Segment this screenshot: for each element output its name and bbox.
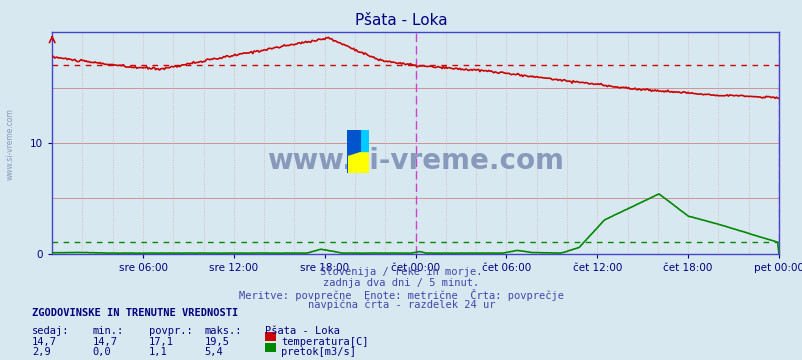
Text: navpična črta - razdelek 24 ur: navpična črta - razdelek 24 ur <box>307 300 495 310</box>
Text: 1,1: 1,1 <box>148 347 167 357</box>
Polygon shape <box>346 130 360 173</box>
Text: Slovenija / reke in morje.: Slovenija / reke in morje. <box>320 267 482 277</box>
Text: min.:: min.: <box>92 326 124 336</box>
Text: Pšata - Loka: Pšata - Loka <box>265 326 339 336</box>
Text: povpr.:: povpr.: <box>148 326 192 336</box>
Polygon shape <box>346 130 369 173</box>
Polygon shape <box>360 130 369 151</box>
Text: Pšata - Loka: Pšata - Loka <box>354 13 448 28</box>
Text: 0,0: 0,0 <box>92 347 111 357</box>
Polygon shape <box>346 130 360 156</box>
Text: Meritve: povprečne  Enote: metrične  Črta: povprečje: Meritve: povprečne Enote: metrične Črta:… <box>239 289 563 301</box>
Text: 19,5: 19,5 <box>205 337 229 347</box>
Text: pretok[m3/s]: pretok[m3/s] <box>281 347 355 357</box>
Text: 5,4: 5,4 <box>205 347 223 357</box>
Text: www.si-vreme.com: www.si-vreme.com <box>6 108 15 180</box>
Text: www.si-vreme.com: www.si-vreme.com <box>267 147 563 175</box>
Text: 2,9: 2,9 <box>32 347 51 357</box>
Text: temperatura[C]: temperatura[C] <box>281 337 368 347</box>
Text: ZGODOVINSKE IN TRENUTNE VREDNOSTI: ZGODOVINSKE IN TRENUTNE VREDNOSTI <box>32 308 238 318</box>
Text: zadnja dva dni / 5 minut.: zadnja dva dni / 5 minut. <box>323 278 479 288</box>
Text: sedaj:: sedaj: <box>32 326 70 336</box>
Text: maks.:: maks.: <box>205 326 242 336</box>
Text: 14,7: 14,7 <box>32 337 57 347</box>
Text: 14,7: 14,7 <box>92 337 117 347</box>
Text: 17,1: 17,1 <box>148 337 173 347</box>
